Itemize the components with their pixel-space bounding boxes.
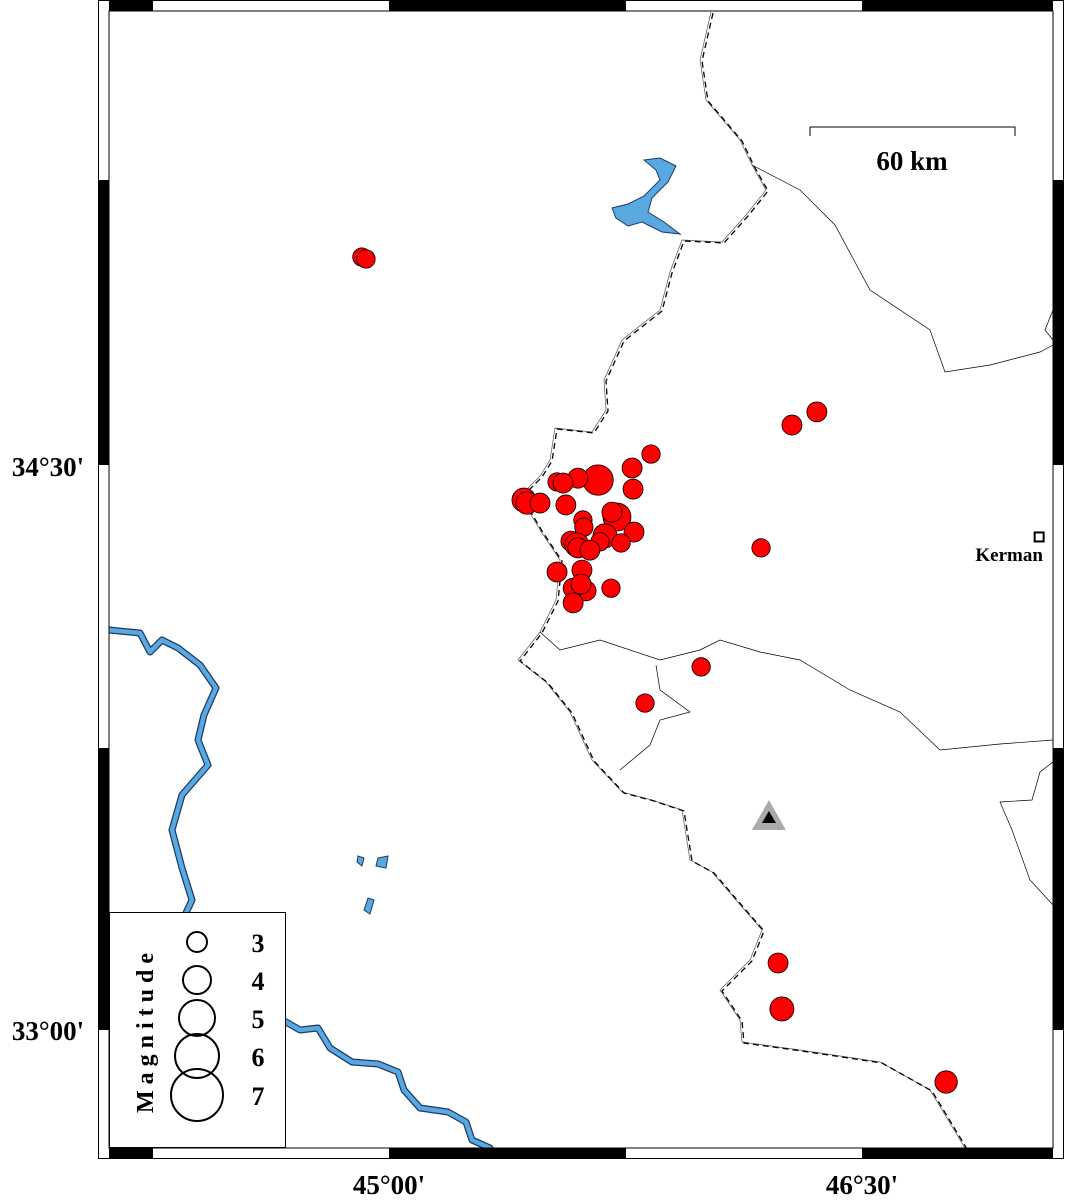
earthquake-event (781, 414, 803, 436)
axis-labels: 45°00' 46°30' 34°30' 33°00' (12, 452, 898, 1200)
station-marker (761, 810, 776, 823)
earthquake-event (552, 472, 574, 494)
earthquake-event (601, 501, 623, 523)
y-tick-label: 33°00' (12, 1016, 84, 1046)
earthquake-event (546, 561, 568, 583)
earthquake-event (691, 657, 711, 677)
city-marker: Kerman (975, 531, 1045, 566)
legend-title: Magnitude (133, 947, 159, 1113)
earthquake-event (570, 573, 592, 595)
scale-bar: 60 km (809, 126, 1016, 176)
legend-label: 6 (252, 1043, 265, 1072)
rivers (105, 626, 494, 1152)
legend-label: 4 (252, 967, 265, 996)
earthquake-event (934, 1070, 958, 1094)
square-city-icon (1033, 531, 1045, 543)
legend-circle (174, 1033, 220, 1079)
earthquake-event (751, 538, 771, 558)
earthquake-event (641, 444, 661, 464)
earthquake-event (622, 478, 644, 500)
earthquake-event (356, 249, 376, 269)
legend-label: 3 (252, 929, 265, 958)
earthquake-event (806, 401, 828, 423)
scale-bar-label: 60 km (876, 146, 948, 176)
legend-circle (182, 965, 212, 995)
earthquake-event (529, 492, 551, 514)
earthquake-event (623, 521, 645, 543)
earthquake-event (601, 578, 621, 598)
x-tick-label: 46°30' (826, 1170, 898, 1197)
province-borders (539, 164, 1054, 906)
triangle-station-icon (751, 799, 786, 830)
earthquake-event (562, 592, 584, 614)
earthquake-event (579, 539, 601, 561)
legend-circle (178, 999, 216, 1037)
earthquake-event (767, 952, 789, 974)
earthquake-event (611, 533, 631, 553)
earthquake-event (635, 693, 655, 713)
y-tick-label: 34°30' (12, 452, 84, 482)
earthquake-event (621, 457, 643, 479)
city-label: Kerman (975, 545, 1043, 566)
lakes (356, 157, 682, 915)
earthquake-event (555, 494, 577, 516)
earthquake-event (769, 996, 795, 1022)
earthquake-events (352, 247, 958, 1094)
legend-label: 5 (252, 1005, 265, 1034)
legend-circle (186, 931, 208, 953)
legend-circle (170, 1068, 224, 1122)
x-tick-label: 45°00' (353, 1170, 425, 1197)
legend-label: 7 (252, 1082, 265, 1111)
magnitude-legend: Magnitude 3 4 5 6 7 (109, 912, 286, 1148)
